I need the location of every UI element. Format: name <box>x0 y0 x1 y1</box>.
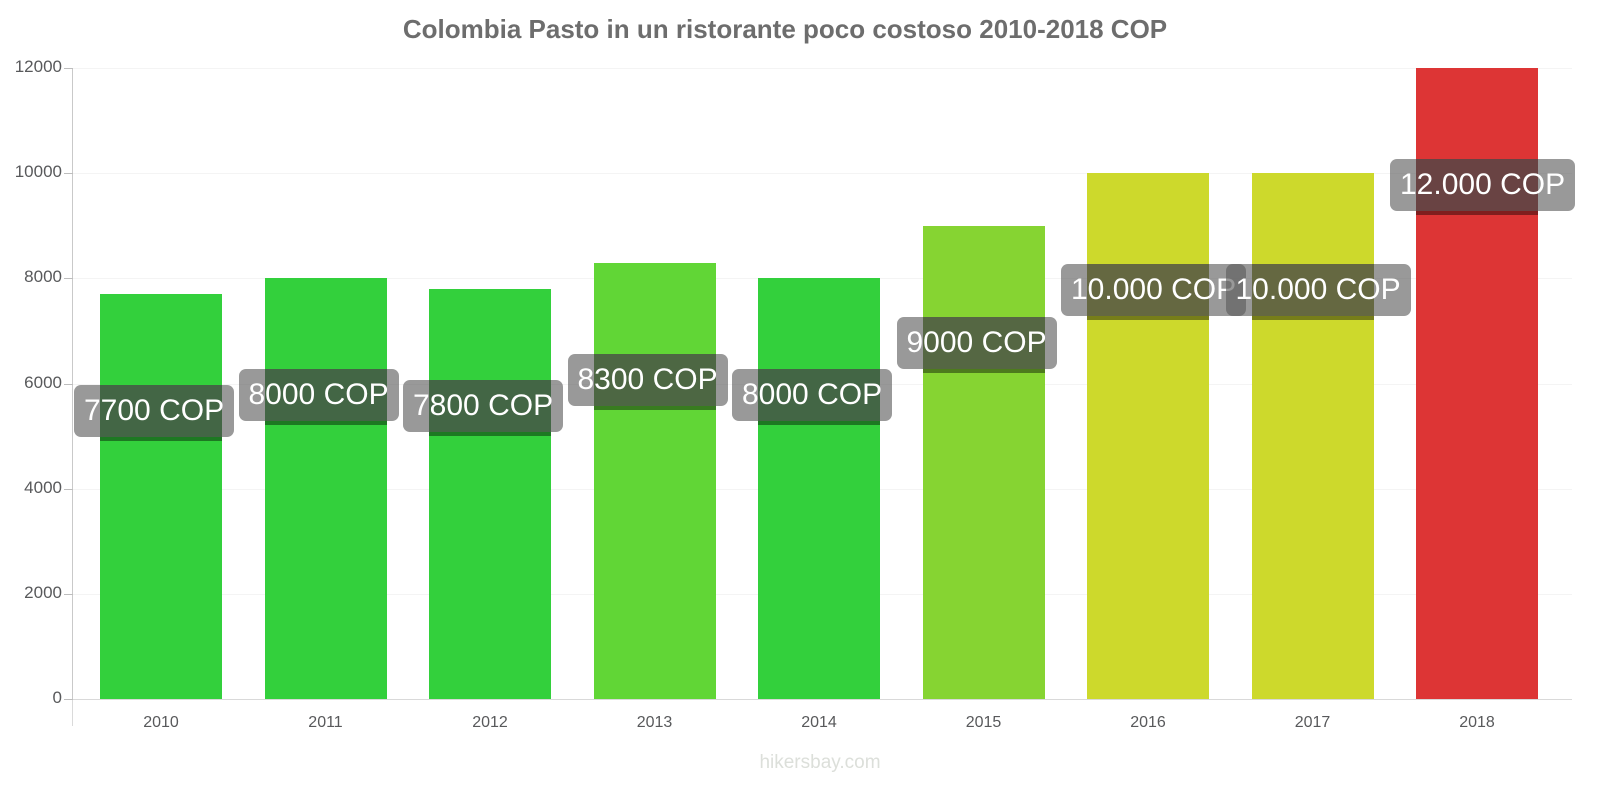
y-axis-tick-mark <box>64 383 73 385</box>
footer-credit: hikersbay.com <box>759 752 881 773</box>
bar-value-label: 8000 COP <box>238 369 399 422</box>
x-axis-tick-label: 2015 <box>965 714 1002 731</box>
x-axis-tick-label: 2013 <box>636 714 673 731</box>
y-axis-tick-label: 0 <box>52 688 62 707</box>
y-axis-tick-mark <box>64 68 73 69</box>
bar-value-label: 8300 COP <box>567 353 728 406</box>
y-axis-tick-label: 12000 <box>14 57 62 76</box>
y-axis-tick-mark <box>64 699 73 700</box>
y-axis-tick-label: 6000 <box>24 372 62 392</box>
gridline <box>72 68 1572 69</box>
bar-value-label: 9000 COP <box>896 316 1057 369</box>
x-axis-tick-label: 2017 <box>1294 714 1331 731</box>
bar-value-label: 12.000 COP <box>1390 159 1576 211</box>
y-axis-tick-label: 2000 <box>24 582 62 602</box>
gridline <box>72 173 1572 175</box>
x-axis-line <box>72 699 1572 700</box>
bar-value-label: 8000 COP <box>732 369 893 422</box>
bar-value-label: 10.000 COP <box>1225 264 1411 317</box>
chart-title: Colombia Pasto in un ristorante poco cos… <box>402 14 1168 44</box>
y-axis-tick-label: 8000 <box>24 267 62 287</box>
x-axis-tick-label: 2011 <box>308 714 343 731</box>
y-axis-tick-mark <box>64 278 73 280</box>
y-axis-tick-label: 4000 <box>24 477 62 497</box>
y-axis-stub <box>72 700 73 726</box>
y-axis-tick-mark <box>64 173 73 175</box>
x-axis-tick-label: 2016 <box>1130 714 1166 731</box>
x-axis-tick-label: 2018 <box>1459 714 1495 731</box>
bar-value-label: 7800 COP <box>403 379 564 432</box>
x-axis-tick-label: 2012 <box>472 714 508 731</box>
x-axis-tick-label: 2014 <box>801 714 837 731</box>
y-axis-tick-label: 10000 <box>14 162 62 182</box>
bar-value-label: 7700 COP <box>74 385 235 438</box>
y-axis-tick-mark <box>64 593 73 595</box>
bar-value-label: 10.000 COP <box>1061 264 1247 317</box>
x-axis-tick-label: 2010 <box>143 714 179 731</box>
y-axis-tick-mark <box>64 488 73 490</box>
